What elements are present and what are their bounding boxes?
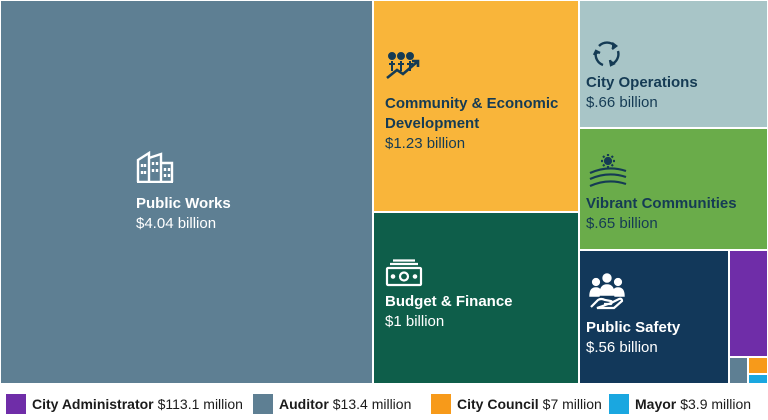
treemap-tile-community-economic-development: Community & Economic Development $1.23 bil… xyxy=(373,0,579,212)
treemap-chart: Public Works $4.04 billion Community & Ec… xyxy=(0,0,768,384)
tile-label: City Operations xyxy=(586,74,698,91)
legend-swatch xyxy=(253,394,273,414)
legend-label: City Administrator xyxy=(32,396,154,412)
tile-value: $.66 billion xyxy=(586,94,658,111)
tile-value: $1 billion xyxy=(385,313,445,330)
tile-label: Vibrant Communities xyxy=(586,195,737,212)
legend-value: $3.9 million xyxy=(680,396,752,412)
tile-label: Budget & Finance xyxy=(385,293,513,310)
money-bill-icon xyxy=(385,259,423,287)
tile-label-line: Development xyxy=(385,115,480,132)
legend-swatch xyxy=(609,394,629,414)
legend-value: $13.4 million xyxy=(332,396,412,412)
legend: City Administrator $113.1 million Auditor $… xyxy=(0,392,768,416)
tile-value: $.56 billion xyxy=(586,339,658,356)
legend-value: $113.1 million xyxy=(157,396,243,412)
legend-item-city-council: City Council $7 million xyxy=(431,392,602,416)
people-hand-icon xyxy=(588,273,626,311)
treemap-tile-public-works: Public Works $4.04 billion xyxy=(0,0,373,384)
tile-value: $.65 billion xyxy=(586,215,658,232)
legend-label: City Council xyxy=(457,396,539,412)
legend-item-auditor: Auditor $13.4 million xyxy=(253,392,411,416)
legend-item-mayor: Mayor $3.9 million xyxy=(609,392,751,416)
legend-label: Mayor xyxy=(635,396,677,412)
treemap-tile-budget-finance: Budget & Finance $1 billion xyxy=(373,212,579,384)
legend-value: $7 million xyxy=(542,396,602,412)
tile-label: Community & Economic Development xyxy=(385,94,558,134)
treemap-tile-vibrant-communities: Vibrant Communities $.65 billion xyxy=(579,128,768,250)
tile-label-line: Community & Economic xyxy=(385,95,559,112)
tile-label: Public Works xyxy=(136,195,231,212)
growth-people-icon xyxy=(385,51,423,81)
treemap-tile-city-council xyxy=(748,357,768,374)
landscape-sun-icon xyxy=(588,153,628,189)
treemap-tile-public-safety: Public Safety $.56 billion xyxy=(579,250,729,384)
legend-swatch xyxy=(6,394,26,414)
building-icon xyxy=(136,151,174,183)
treemap-tile-city-operations: City Operations $.66 billion xyxy=(579,0,768,128)
cycle-arrows-icon xyxy=(590,39,624,69)
treemap-tile-mayor xyxy=(748,374,768,384)
treemap-tile-auditor xyxy=(729,357,748,384)
treemap-tile-city-administrator xyxy=(729,250,768,357)
legend-swatch xyxy=(431,394,451,414)
legend-item-city-administrator: City Administrator $113.1 million xyxy=(6,392,243,416)
tile-value: $4.04 billion xyxy=(136,215,217,232)
tile-label: Public Safety xyxy=(586,319,681,336)
legend-label: Auditor xyxy=(279,396,329,412)
tile-value: $1.23 billion xyxy=(385,135,466,152)
